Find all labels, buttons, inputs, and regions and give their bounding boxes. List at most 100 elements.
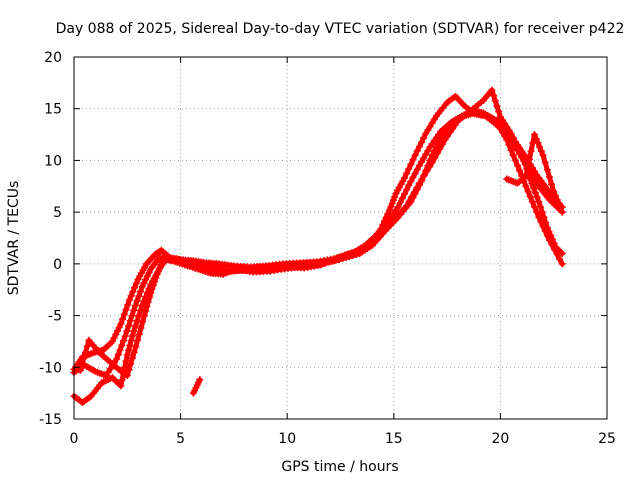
data-point bbox=[426, 163, 434, 171]
x-tick-label: 15 bbox=[385, 431, 403, 447]
data-point bbox=[127, 292, 135, 300]
data-point bbox=[409, 156, 417, 164]
data-point bbox=[542, 218, 550, 226]
data-point bbox=[545, 173, 553, 181]
x-axis-title: GPS time / hours bbox=[281, 459, 398, 475]
data-point bbox=[345, 250, 353, 258]
data-point bbox=[537, 147, 545, 155]
data-point bbox=[557, 204, 565, 212]
data-point bbox=[405, 165, 413, 173]
data-point bbox=[117, 320, 125, 328]
data-point bbox=[541, 158, 549, 166]
data-point bbox=[121, 332, 129, 340]
data-point bbox=[114, 350, 122, 358]
data-point bbox=[123, 351, 131, 359]
data-point bbox=[270, 266, 278, 274]
data-point bbox=[118, 376, 126, 384]
data-point bbox=[389, 196, 397, 204]
data-point bbox=[127, 337, 135, 345]
data-point bbox=[531, 203, 539, 211]
y-tick-label: -5 bbox=[48, 309, 62, 325]
data-point bbox=[126, 317, 134, 325]
data-point bbox=[78, 360, 86, 368]
data-point bbox=[123, 372, 131, 380]
data-point bbox=[131, 302, 139, 310]
data-point bbox=[137, 287, 145, 295]
data-point bbox=[415, 162, 423, 170]
data-point bbox=[539, 151, 547, 159]
data-point bbox=[135, 330, 143, 338]
data-point bbox=[531, 167, 539, 175]
data-point bbox=[321, 259, 329, 267]
y-tick-label: -15 bbox=[39, 412, 62, 428]
data-point bbox=[134, 336, 142, 344]
data-point bbox=[550, 187, 558, 195]
data-point bbox=[522, 172, 530, 180]
data-point bbox=[428, 119, 436, 127]
data-point bbox=[424, 126, 432, 134]
data-point bbox=[533, 179, 541, 187]
data-point bbox=[338, 252, 346, 260]
data-point bbox=[488, 86, 496, 94]
data-point bbox=[533, 193, 541, 201]
data-point bbox=[139, 318, 147, 326]
data-point bbox=[113, 355, 121, 363]
data-point bbox=[280, 264, 288, 272]
data-point bbox=[403, 169, 411, 177]
data-point bbox=[151, 278, 159, 286]
data-point bbox=[415, 179, 423, 187]
data-point bbox=[557, 248, 565, 256]
data-point bbox=[396, 199, 404, 207]
data-point bbox=[528, 198, 536, 206]
data-point bbox=[405, 181, 413, 189]
data-point bbox=[422, 130, 430, 138]
data-point bbox=[121, 363, 129, 371]
data-point bbox=[511, 156, 519, 164]
data-point bbox=[536, 143, 544, 151]
data-point bbox=[120, 310, 128, 318]
data-point bbox=[122, 357, 130, 365]
x-tick-label: 5 bbox=[176, 431, 185, 447]
data-point bbox=[531, 189, 539, 197]
data-point bbox=[526, 175, 534, 183]
data-point bbox=[388, 199, 396, 207]
data-point bbox=[400, 190, 408, 198]
data-point bbox=[421, 171, 429, 179]
data-point bbox=[128, 332, 136, 340]
y-tick-label: 20 bbox=[44, 50, 62, 66]
data-point bbox=[536, 203, 544, 211]
data-point bbox=[110, 334, 118, 342]
data-point bbox=[140, 312, 148, 320]
data-point bbox=[125, 322, 133, 330]
data-point bbox=[553, 196, 561, 204]
data-point bbox=[127, 360, 135, 368]
data-point bbox=[130, 348, 138, 356]
data-point bbox=[113, 327, 121, 335]
data-point bbox=[119, 337, 127, 345]
data-point bbox=[499, 128, 507, 136]
data-point bbox=[334, 254, 342, 262]
data-point bbox=[154, 267, 162, 275]
series-line bbox=[77, 87, 565, 379]
data-point bbox=[341, 251, 349, 259]
data-point bbox=[426, 123, 434, 131]
data-point bbox=[538, 208, 546, 216]
data-point bbox=[424, 147, 432, 155]
data-point bbox=[431, 154, 439, 162]
data-point bbox=[511, 138, 519, 146]
data-point bbox=[532, 135, 540, 143]
y-tick-label: 15 bbox=[44, 102, 62, 118]
data-point bbox=[524, 187, 532, 195]
data-point bbox=[451, 121, 459, 129]
series-trace-2 bbox=[70, 107, 566, 380]
data-point bbox=[407, 177, 415, 185]
y-tick-label: 5 bbox=[53, 205, 62, 221]
data-point bbox=[490, 91, 498, 99]
data-point bbox=[420, 134, 428, 142]
series-line bbox=[71, 108, 565, 379]
data-point bbox=[543, 166, 551, 174]
data-point bbox=[156, 264, 164, 272]
data-point bbox=[438, 140, 446, 148]
data-point bbox=[125, 296, 133, 304]
data-point bbox=[328, 257, 336, 265]
